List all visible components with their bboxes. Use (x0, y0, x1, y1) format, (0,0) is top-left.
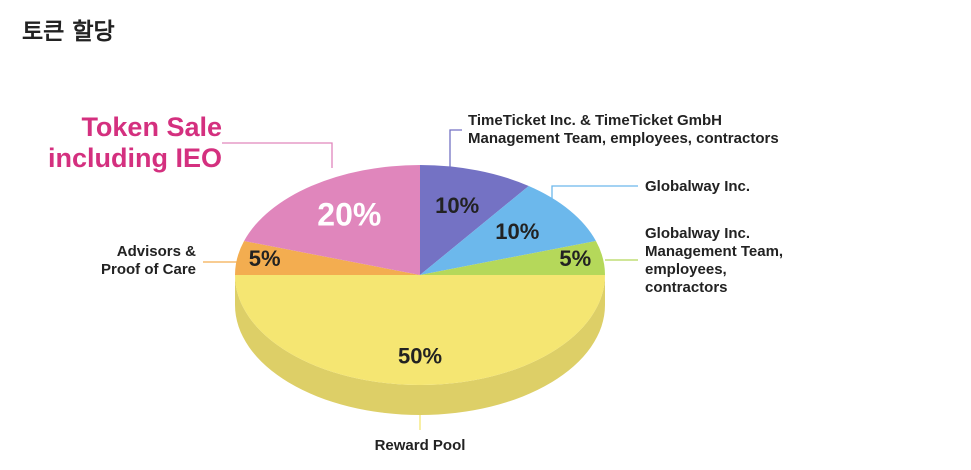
slice (420, 165, 529, 275)
value-label: 10% (495, 219, 539, 244)
leader-line (551, 185, 638, 200)
value-label: 10% (435, 193, 479, 218)
slice (420, 186, 596, 275)
slice (235, 241, 420, 275)
value-label: 5% (249, 246, 281, 271)
pie: 10% 10% 5% 50% 5% 20% (235, 165, 605, 415)
category-label: TimeTicket Inc. & TimeTicket GmbH Manage… (468, 112, 779, 147)
category-label: Token Sale including IEO (48, 112, 222, 173)
leader-line (222, 142, 333, 168)
category-label: Globalway Inc. (645, 178, 751, 195)
category-label: Globalway Inc. Management Team, employee… (645, 225, 784, 296)
chart-title: 토큰 할당 (22, 19, 115, 45)
slice (244, 165, 420, 275)
slice (420, 241, 605, 275)
value-label: 5% (559, 246, 591, 271)
category-label: Reward Pool (374, 437, 466, 454)
slice (235, 275, 605, 385)
value-label: 50% (398, 343, 442, 368)
slice-side (235, 275, 605, 415)
category-label: Advisors & Proof of Care (100, 243, 196, 278)
value-label: 20% (317, 197, 381, 233)
leader-line (449, 129, 462, 170)
